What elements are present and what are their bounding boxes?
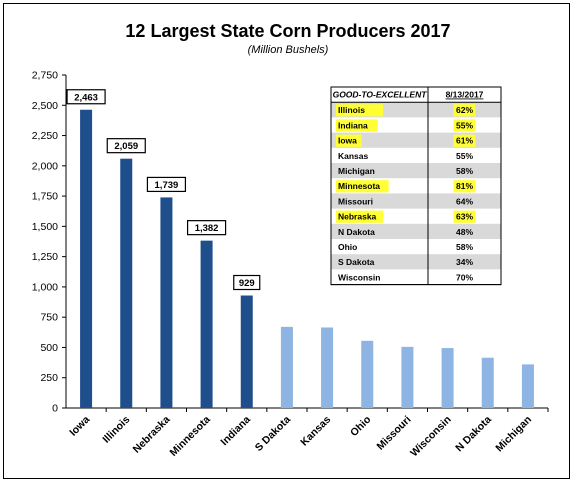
table-value: 64% bbox=[456, 196, 473, 206]
table-value: 61% bbox=[456, 136, 473, 146]
bar-michigan bbox=[521, 364, 534, 408]
axes bbox=[62, 74, 549, 412]
data-label-box bbox=[106, 138, 146, 154]
highlight-value bbox=[453, 180, 476, 193]
bar-kansas bbox=[321, 327, 334, 408]
table-value: 81% bbox=[456, 181, 473, 191]
bar-nebraska bbox=[160, 197, 173, 408]
y-tick-label: 1,500 bbox=[32, 221, 58, 233]
table-value: 55% bbox=[456, 120, 473, 130]
table-value: 55% bbox=[456, 151, 473, 161]
table-outline bbox=[330, 86, 502, 286]
table-state: S Dakota bbox=[338, 257, 375, 267]
chart-subtitle: (Million Bushels) bbox=[248, 44, 329, 56]
bar-s-dakota bbox=[280, 326, 293, 408]
y-tick-label: 250 bbox=[40, 372, 58, 384]
highlight-value bbox=[453, 119, 476, 132]
y-tick-label: 0 bbox=[52, 403, 58, 415]
table-value: 63% bbox=[456, 212, 473, 222]
table-value: 58% bbox=[456, 166, 473, 176]
table-state: Ohio bbox=[338, 242, 357, 252]
table-value: 48% bbox=[456, 227, 473, 237]
bar-indiana bbox=[240, 295, 253, 408]
table-value: 70% bbox=[456, 272, 473, 282]
table-state: Nebraska bbox=[338, 212, 377, 222]
bar-minnesota bbox=[200, 240, 213, 408]
y-tick-label: 2,750 bbox=[32, 70, 58, 82]
highlight-state bbox=[336, 210, 384, 223]
data-label-box bbox=[146, 176, 187, 193]
data-label: 929 bbox=[239, 278, 255, 289]
table-state: Indiana bbox=[338, 120, 368, 130]
data-label: 2,463 bbox=[74, 92, 98, 103]
y-tick-label: 750 bbox=[40, 312, 58, 324]
data-label-box bbox=[186, 220, 227, 236]
table-state: Illinois bbox=[338, 105, 365, 115]
bar-wisconsin bbox=[441, 348, 454, 408]
bar-n-dakota bbox=[481, 357, 494, 408]
data-label-box bbox=[233, 274, 261, 291]
table-header-metric: GOOD-TO-EXCELLENT bbox=[333, 90, 428, 100]
bar-illinois bbox=[120, 158, 133, 408]
table-state: Wisconsin bbox=[338, 272, 380, 282]
table-state: Michigan bbox=[338, 166, 375, 176]
highlight-state bbox=[336, 134, 362, 147]
table-value: 62% bbox=[456, 105, 473, 115]
table-value: 58% bbox=[456, 242, 473, 252]
chart-title: 12 Largest State Corn Producers 2017 bbox=[125, 21, 450, 41]
table-state: Missouri bbox=[338, 196, 373, 206]
highlight-state bbox=[336, 119, 378, 132]
table-row-shade bbox=[331, 193, 501, 209]
y-tick-label: 2,000 bbox=[32, 160, 58, 172]
y-tick-label: 2,500 bbox=[32, 100, 58, 112]
table-header-date: 8/13/2017 bbox=[446, 90, 484, 100]
y-tick-label: 1,250 bbox=[32, 251, 58, 263]
data-labels: 2,463 2,059 1,739 1,382 929 bbox=[66, 89, 261, 291]
y-tick-label: 2,250 bbox=[32, 130, 58, 142]
data-label: 2,059 bbox=[114, 141, 138, 152]
bar-missouri bbox=[401, 346, 414, 408]
data-label-box bbox=[66, 89, 106, 105]
table-value: 34% bbox=[456, 257, 473, 267]
y-tick-label: 1,000 bbox=[32, 281, 58, 293]
table-row-shade bbox=[331, 163, 501, 179]
highlight-value bbox=[453, 210, 476, 223]
y-tick-labels: 0 250 500 750 1,000 1,250 1,500 1,750 2,000 2,250… bbox=[32, 70, 58, 415]
highlight-value bbox=[453, 104, 476, 117]
table-state: Iowa bbox=[338, 136, 357, 146]
table-state: N Dakota bbox=[338, 227, 375, 237]
y-tick-label: 500 bbox=[40, 342, 58, 354]
highlight-state bbox=[336, 104, 384, 117]
y-tick-label: 1,750 bbox=[32, 191, 58, 203]
good-to-excellent-table: Illinois 62% Indiana 55% Iowa 61% Kansas 55% Mic… bbox=[330, 86, 502, 286]
bar-iowa bbox=[80, 109, 93, 409]
data-label: 1,739 bbox=[155, 180, 179, 191]
bars bbox=[80, 109, 534, 409]
data-label: 1,382 bbox=[195, 223, 219, 234]
table-row-shade bbox=[331, 254, 501, 270]
table-state: Minnesota bbox=[338, 181, 380, 191]
bar-ohio bbox=[361, 340, 374, 408]
table-state: Kansas bbox=[338, 151, 369, 161]
highlight-value bbox=[453, 134, 476, 147]
highlight-state bbox=[336, 180, 389, 193]
table-row-shade bbox=[331, 223, 501, 239]
